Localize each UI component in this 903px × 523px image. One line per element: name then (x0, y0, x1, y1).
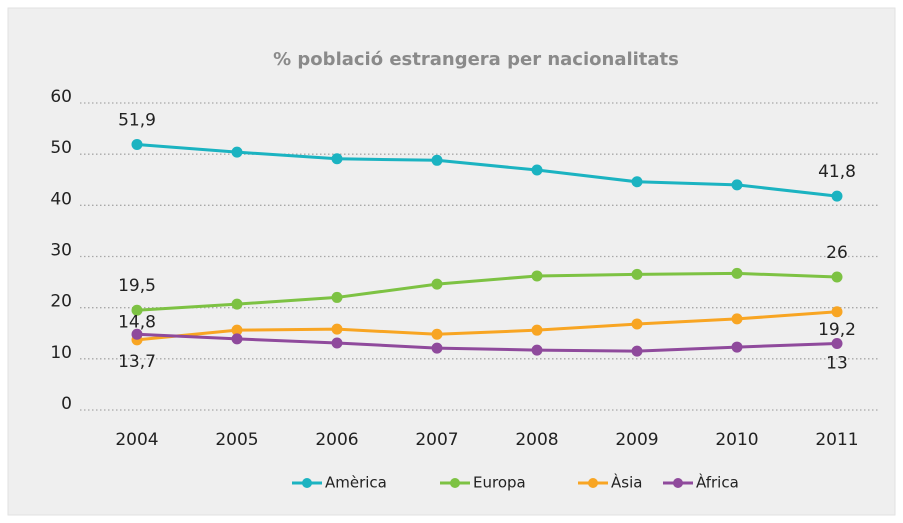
data-point (331, 291, 343, 303)
data-point (831, 306, 843, 318)
series-line (136, 310, 838, 342)
x-tick-label: 2010 (715, 430, 758, 450)
series-line (136, 271, 838, 312)
data-point (431, 328, 443, 340)
data-point (431, 342, 443, 354)
x-tick-label: 2005 (215, 430, 258, 450)
data-point (331, 153, 343, 165)
data-point (131, 304, 143, 316)
data-label: 41,8 (818, 162, 856, 182)
data-point (131, 138, 143, 150)
data-point (231, 333, 243, 345)
legend-text: Àsia (611, 473, 642, 492)
legend-marker (588, 478, 598, 488)
x-tick-label: 2004 (115, 430, 158, 450)
x-tick-label: 2011 (815, 430, 858, 450)
data-point (731, 267, 743, 279)
data-point (331, 337, 343, 349)
data-point (631, 268, 643, 280)
data-label: 13,7 (118, 352, 156, 372)
data-point (631, 176, 643, 188)
data-point (231, 298, 243, 310)
x-tick-label: 2009 (615, 430, 658, 450)
data-point (731, 179, 743, 191)
x-tick-label: 2007 (415, 430, 458, 450)
y-tick-label: 20 (50, 292, 72, 312)
data-point (831, 337, 843, 349)
legend-marker (450, 478, 460, 488)
y-tick-label: 40 (50, 189, 72, 209)
data-point (431, 278, 443, 290)
data-point (331, 323, 343, 335)
data-point (531, 324, 543, 336)
legend-marker (302, 478, 312, 488)
data-point (431, 154, 443, 166)
data-point (731, 313, 743, 325)
series-line (136, 332, 838, 353)
data-point (531, 270, 543, 282)
data-point (631, 318, 643, 330)
x-tick-label: 2008 (515, 430, 558, 450)
y-tick-label: 0 (61, 394, 72, 414)
x-tick-label: 2006 (315, 430, 358, 450)
y-tick-label: 50 (50, 138, 72, 158)
data-label: 19,5 (118, 276, 156, 296)
data-point (231, 146, 243, 158)
legend-text: Àfrica (696, 473, 739, 492)
data-label: 19,2 (818, 320, 856, 340)
legend-text: Europa (473, 474, 526, 492)
data-point (831, 271, 843, 283)
panel (7, 7, 896, 516)
y-tick-label: 30 (50, 241, 72, 261)
data-point (131, 328, 143, 340)
chart-title: % població estrangera per nacionalitats (273, 49, 679, 70)
data-point (531, 164, 543, 176)
legend-text: Amèrica (325, 474, 387, 492)
data-label: 51,9 (118, 110, 156, 130)
data-label: 13 (826, 353, 848, 373)
data-point (531, 344, 543, 356)
y-tick-label: 10 (50, 343, 72, 363)
data-label: 26 (826, 243, 848, 263)
data-point (631, 345, 643, 357)
data-point (731, 341, 743, 353)
series-line (136, 142, 838, 198)
y-tick-label: 60 (50, 87, 72, 107)
legend-marker (673, 478, 683, 488)
data-point (831, 190, 843, 202)
data-label: 14,8 (118, 312, 156, 332)
data-point (231, 324, 243, 336)
